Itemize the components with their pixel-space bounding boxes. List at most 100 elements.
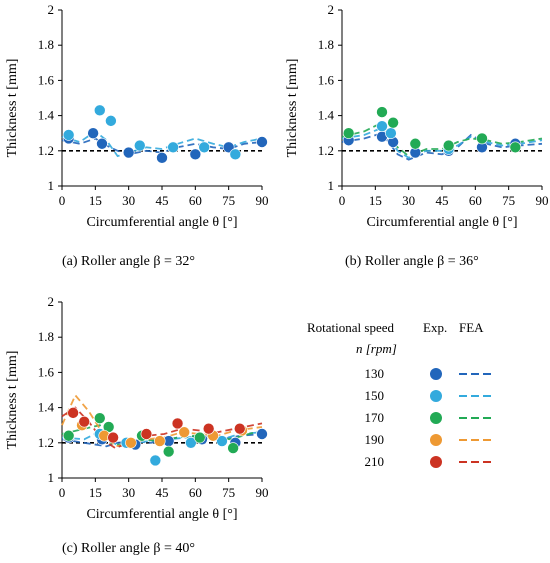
exp-point-150 — [385, 127, 397, 139]
exp-point-170 — [162, 445, 175, 458]
exp-point-130 — [96, 137, 108, 150]
y-tick-label: 1.6 — [38, 364, 55, 379]
exp-point-210 — [202, 422, 215, 435]
legend-label-150: 150 — [365, 388, 385, 403]
exp-point-130 — [256, 428, 268, 440]
y-tick-label: 2 — [48, 294, 55, 309]
legend-marker-150 — [430, 390, 442, 402]
exp-point-210 — [107, 431, 119, 444]
y-tick-label: 1.2 — [38, 143, 54, 158]
x-tick-label: 15 — [369, 193, 382, 208]
x-tick-label: 90 — [536, 193, 549, 208]
exp-point-210 — [140, 428, 153, 440]
exp-point-170 — [227, 442, 239, 454]
y-tick-label: 2 — [48, 2, 55, 17]
panel-c: 1 1.2 1.4 1.6 1.8 2 0 15 30 45 60 75 90 Circumferenti… — [5, 294, 269, 522]
y-tick-label: 1.8 — [318, 37, 334, 52]
exp-point-150 — [149, 454, 162, 467]
x-axis-label: Circumferential angle θ [°] — [86, 507, 237, 522]
x-tick-label: 30 — [402, 193, 415, 208]
x-tick-label: 45 — [156, 485, 169, 500]
exp-point-150 — [62, 129, 75, 141]
exp-point-210 — [233, 422, 246, 435]
x-tick-label: 90 — [256, 193, 269, 208]
x-tick-label: 30 — [122, 485, 135, 500]
x-tick-label: 60 — [189, 193, 202, 208]
legend-marker-210 — [430, 456, 442, 468]
legend-title-line2: n [rpm] — [356, 341, 397, 356]
exp-point-170 — [62, 429, 75, 442]
x-tick-label: 30 — [122, 193, 135, 208]
y-tick-label: 1.4 — [38, 400, 55, 415]
x-tick-label: 60 — [189, 485, 202, 500]
legend-label-130: 130 — [365, 366, 385, 381]
y-tick-label: 1 — [328, 178, 335, 193]
exp-point-170 — [409, 137, 422, 150]
exp-point-210 — [171, 417, 184, 430]
x-tick-label: 75 — [222, 485, 235, 500]
exp-point-190 — [178, 426, 191, 439]
exp-point-150 — [133, 139, 146, 152]
legend-exp-header: Exp. — [423, 320, 447, 335]
y-tick-label: 1 — [48, 470, 55, 485]
exp-point-150 — [93, 104, 106, 117]
y-axis-label: Thickness t [mm] — [5, 351, 20, 450]
exp-point-170 — [376, 106, 388, 118]
exp-point-170 — [442, 139, 455, 152]
x-tick-label: 15 — [89, 193, 102, 208]
legend-label-170: 170 — [365, 410, 385, 425]
caption-a: (a) Roller angle β = 32° — [62, 254, 195, 269]
exp-point-210 — [78, 415, 91, 428]
exp-point-210 — [67, 407, 79, 419]
exp-point-150 — [105, 115, 117, 127]
x-axis-label: Circumferential angle θ [°] — [86, 215, 237, 230]
panel-b: 1 1.2 1.4 1.6 1.8 2 0 15 30 45 60 75 90 Circumferenti… — [285, 2, 549, 230]
exp-point-170 — [193, 431, 206, 444]
y-tick-label: 1.2 — [318, 143, 334, 158]
legend-entries: 130 150 170 190 210 — [365, 366, 493, 469]
x-tick-label: 45 — [156, 193, 169, 208]
exp-point-150 — [216, 435, 228, 447]
legend-title-line1: Rotational speed — [307, 320, 395, 335]
fea-line-130 — [341, 132, 543, 161]
legend-label-190: 190 — [365, 432, 385, 447]
exp-point-130 — [256, 136, 268, 148]
exp-point-150 — [185, 436, 197, 449]
exp-point-150 — [229, 148, 242, 161]
fea-line-150 — [341, 126, 543, 159]
y-tick-label: 1.6 — [38, 72, 55, 87]
caption-c: (c) Roller angle β = 40° — [62, 541, 195, 556]
exp-point-130 — [189, 148, 202, 161]
legend-fea-header: FEA — [459, 320, 484, 335]
y-axis-label: Thickness t [mm] — [285, 59, 300, 158]
caption-b: (b) Roller angle β = 36° — [345, 254, 479, 269]
x-tick-label: 0 — [59, 485, 66, 500]
x-tick-label: 45 — [436, 193, 449, 208]
x-tick-label: 90 — [256, 485, 269, 500]
y-tick-label: 2 — [328, 2, 335, 17]
y-tick-label: 1.6 — [318, 72, 335, 87]
exp-point-170 — [387, 116, 399, 129]
exp-point-170 — [476, 132, 488, 145]
legend-marker-130 — [430, 368, 442, 380]
y-tick-label: 1.4 — [38, 108, 55, 123]
x-tick-label: 75 — [502, 193, 515, 208]
panel-a: 1 1.2 1.4 1.6 1.8 2 0 15 30 45 60 75 90 Circumferenti… — [5, 2, 269, 230]
x-tick-label: 60 — [469, 193, 482, 208]
y-tick-label: 1 — [48, 178, 55, 193]
legend: Rotational speed n [rpm] Exp. FEA 130 150… — [307, 320, 493, 469]
exp-point-190 — [125, 436, 137, 449]
y-axis-label: Thickness t [mm] — [5, 59, 20, 158]
legend-label-210: 210 — [365, 454, 385, 469]
exp-point-150 — [198, 141, 211, 154]
exp-point-130 — [87, 127, 99, 139]
y-tick-label: 1.8 — [38, 329, 54, 344]
exp-point-170 — [342, 127, 355, 139]
x-tick-label: 0 — [59, 193, 66, 208]
exp-point-130 — [122, 146, 135, 159]
y-tick-label: 1.4 — [318, 108, 335, 123]
exp-point-130 — [222, 141, 235, 154]
y-tick-label: 1.2 — [38, 435, 54, 450]
x-tick-label: 15 — [89, 485, 102, 500]
